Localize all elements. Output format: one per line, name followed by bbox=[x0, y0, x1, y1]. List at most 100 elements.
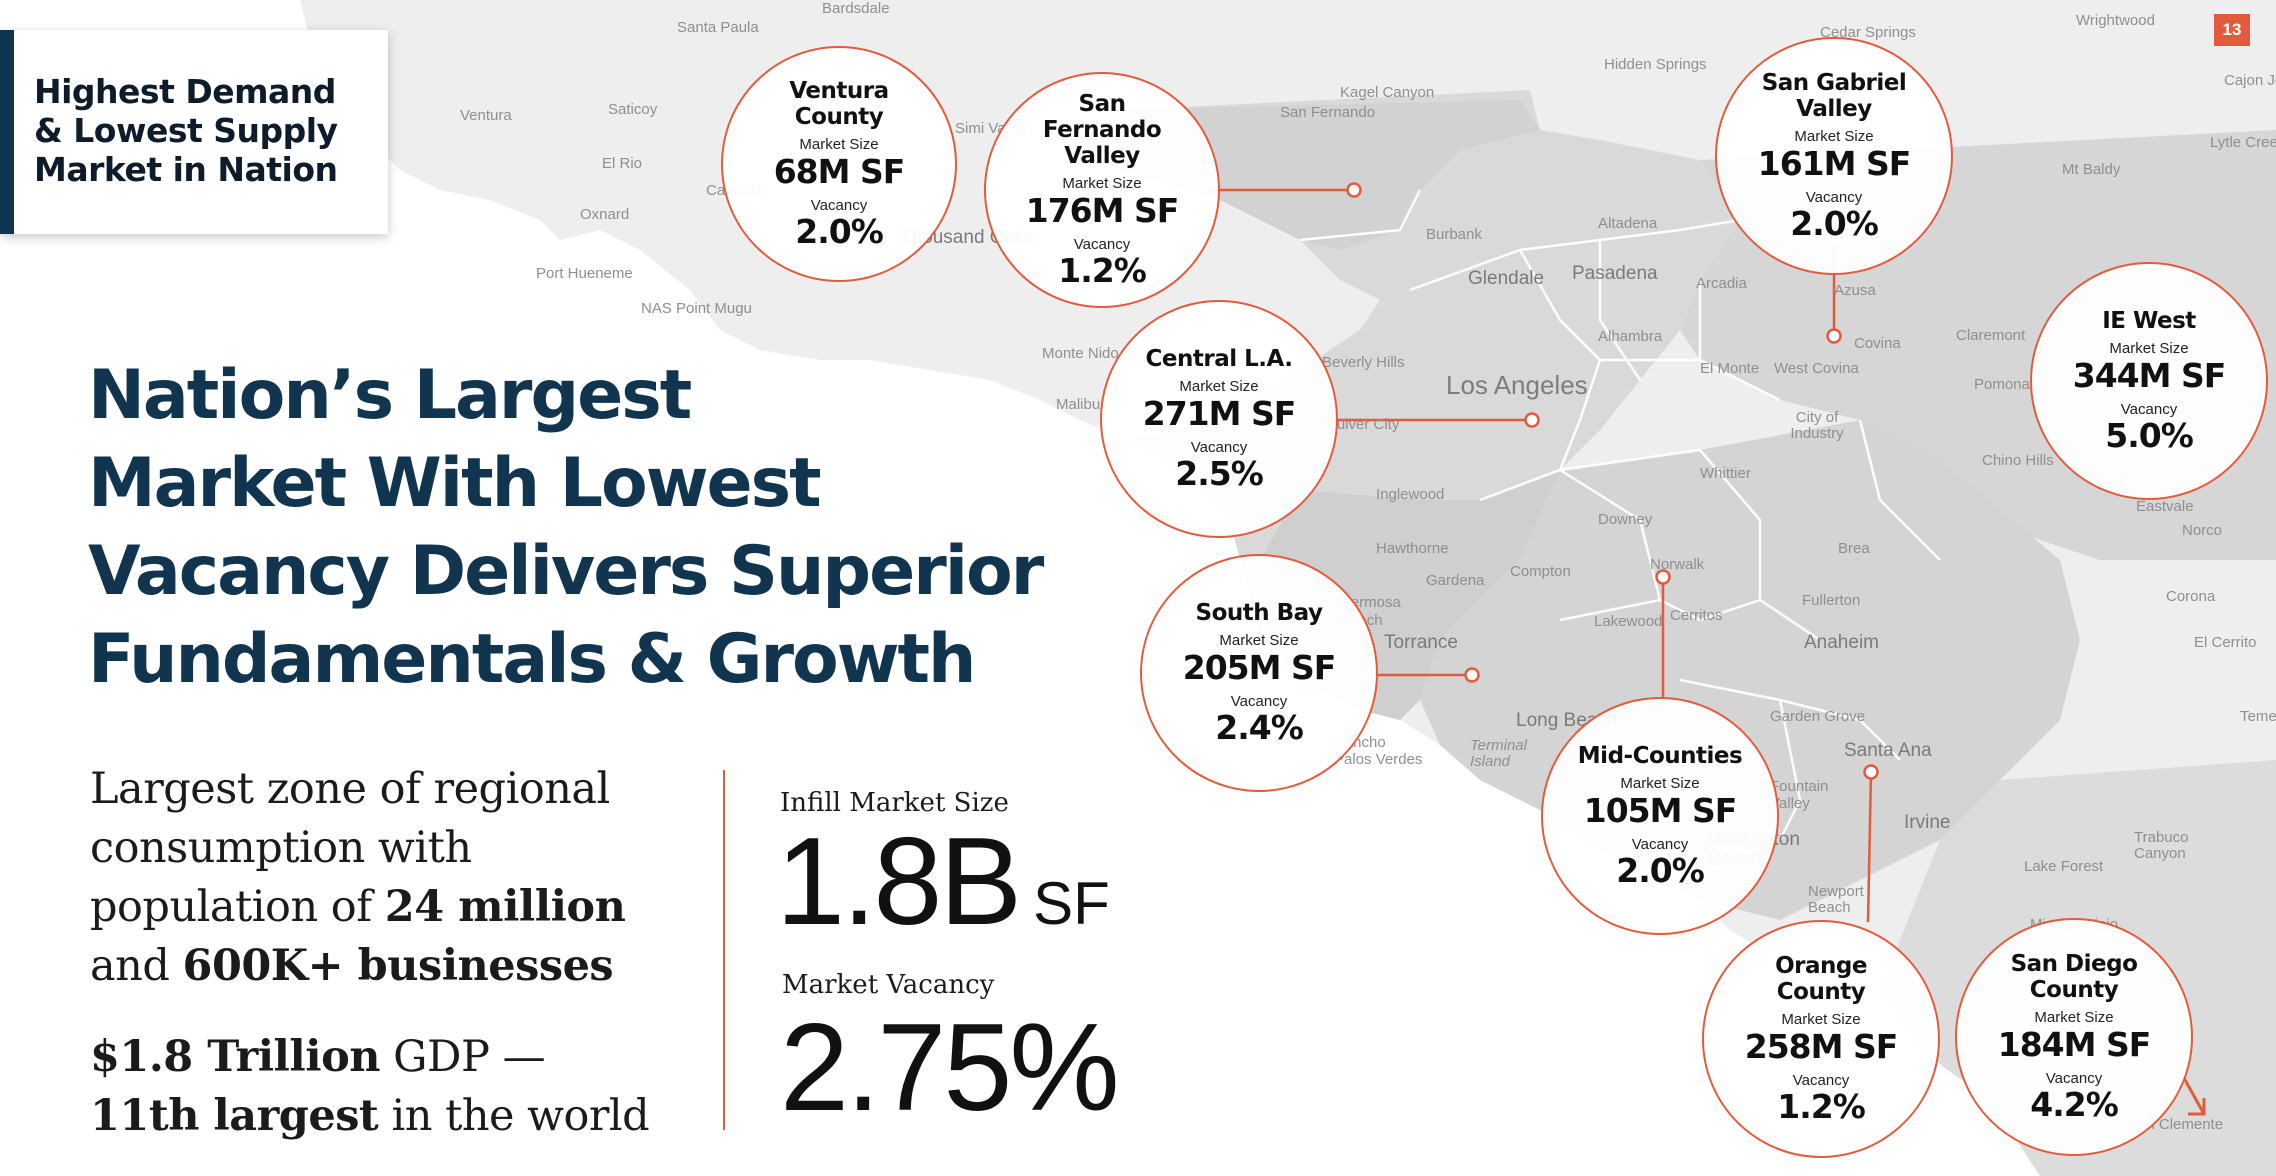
map-label: Wrightwood bbox=[2076, 12, 2155, 29]
map-label: Fullerton bbox=[1802, 592, 1861, 609]
body-text: GDP — bbox=[380, 1032, 546, 1082]
market-size-label: Market Size bbox=[2034, 1009, 2114, 1026]
submarket-vacancy: 2.4% bbox=[1215, 708, 1304, 747]
submarket-vacancy: 2.0% bbox=[1616, 851, 1705, 890]
map-label: El Rio bbox=[602, 155, 643, 172]
gdp-value: $1.8 Trillion bbox=[90, 1032, 381, 1082]
headline-line: Fundamentals & Growth bbox=[88, 620, 976, 699]
submarket-name: South Bay bbox=[1195, 600, 1323, 626]
submarket-san-fernando-valley: San Fernando Valley Market Size 176M SF … bbox=[984, 72, 1220, 308]
map-label: Garden Grove bbox=[1770, 708, 1866, 725]
market-size-label: Market Size bbox=[1794, 128, 1874, 145]
map-label: El Cerrito bbox=[2194, 634, 2257, 651]
map-label: Hidden Springs bbox=[1604, 56, 1707, 73]
market-vacancy-value: 2.75% bbox=[780, 999, 1120, 1137]
body-line: $1.8 Trillion GDP — bbox=[90, 1028, 649, 1087]
vacancy-label: Vacancy bbox=[2045, 1070, 2103, 1087]
map-label: Newport Beach bbox=[1808, 883, 1864, 916]
submarket-vacancy: 2.0% bbox=[795, 212, 884, 251]
submarket-orange-county: Orange County Market Size 258M SF Vacanc… bbox=[1702, 920, 1940, 1158]
submarket-name: San Diego County bbox=[2010, 951, 2138, 1003]
map-label: Santa Paula bbox=[677, 19, 759, 36]
headline-line: Market With Lowest bbox=[88, 444, 822, 523]
submarket-san-diego-county: San Diego County Market Size 184M SF Vac… bbox=[1955, 918, 2193, 1156]
map-label: Cedar Springs bbox=[1820, 24, 1916, 41]
callout-line: & Lowest Supply bbox=[34, 111, 338, 150]
map-label: Downey bbox=[1598, 511, 1653, 528]
submarket-name: Central L.A. bbox=[1145, 346, 1293, 372]
submarket-size: 105M SF bbox=[1583, 791, 1738, 830]
san-fernando-shape bbox=[1120, 100, 1540, 250]
map-label: West Covina bbox=[1774, 360, 1859, 377]
submarket-name: San Gabriel Valley bbox=[1761, 70, 1907, 122]
market-size-label: Market Size bbox=[799, 136, 879, 153]
map-label: Culver City bbox=[1326, 416, 1400, 433]
map-label: Altadena bbox=[1598, 215, 1658, 232]
market-size-number: 1.8B bbox=[776, 813, 1022, 951]
map-label: Norwalk bbox=[1650, 556, 1705, 573]
map-label: Eastvale bbox=[2136, 498, 2194, 515]
vacancy-label: Vacancy bbox=[1073, 236, 1131, 253]
map-label: Fountain Valley bbox=[1770, 778, 1829, 812]
map-label: Beverly Hills bbox=[1322, 354, 1405, 371]
submarket-name: Orange County bbox=[1775, 953, 1867, 1005]
map-label: Cerritos bbox=[1670, 607, 1723, 624]
map-label: Pomona bbox=[1974, 376, 2030, 393]
map-label: Corona bbox=[2166, 588, 2216, 605]
gdp-paragraph: $1.8 Trillion GDP — 11th largest in the … bbox=[90, 1028, 650, 1146]
map-label: Terminal Island bbox=[1470, 737, 1527, 770]
submarket-central-la: Central L.A. Market Size 271M SF Vacancy… bbox=[1100, 300, 1338, 538]
map-label: Glendale bbox=[1468, 268, 1545, 289]
submarket-size: 176M SF bbox=[1025, 191, 1180, 230]
map-label: Gardena bbox=[1426, 572, 1485, 589]
submarket-vacancy: 2.0% bbox=[1790, 204, 1879, 243]
map-label: Azusa bbox=[1834, 282, 1876, 299]
south-arrow bbox=[2182, 1077, 2206, 1116]
submarket-vacancy: 1.2% bbox=[1777, 1087, 1866, 1126]
page-headline: Nation’s Largest Market With Lowest Vaca… bbox=[88, 352, 1044, 704]
page-number-badge: 13 bbox=[2214, 14, 2250, 46]
callout-line: Highest Demand bbox=[34, 72, 336, 111]
map-label: Port Hueneme bbox=[536, 265, 633, 282]
submarket-size: 271M SF bbox=[1142, 394, 1297, 433]
headline-line: Vacancy Delivers Superior bbox=[88, 532, 1044, 611]
map-label: Inglewood bbox=[1376, 486, 1445, 503]
map-label: Monte Nido bbox=[1042, 345, 1119, 362]
body-line: 11th largest in the world bbox=[90, 1087, 650, 1146]
map-label: Brea bbox=[1838, 540, 1870, 557]
map-label: Hawthorne bbox=[1376, 540, 1449, 557]
map-label: Irvine bbox=[1904, 812, 1951, 833]
vacancy-label: Vacancy bbox=[1190, 439, 1248, 456]
body-text: in the world bbox=[378, 1091, 650, 1141]
submarket-name: Mid-Counties bbox=[1577, 743, 1743, 769]
map-label: Norco bbox=[2182, 522, 2223, 539]
submarket-vacancy: 2.5% bbox=[1175, 454, 1264, 493]
map-label: Whittier bbox=[1700, 465, 1751, 482]
map-label: San Fernando bbox=[1280, 104, 1376, 121]
market-size-label: Market Size bbox=[2109, 340, 2189, 357]
gdp-rank: 11th largest bbox=[90, 1091, 379, 1141]
vacancy-label: Vacancy bbox=[1230, 693, 1288, 710]
body-text: population of bbox=[90, 882, 385, 932]
submarket-vacancy: 4.2% bbox=[2030, 1085, 2119, 1124]
submarket-name: IE West bbox=[2102, 308, 2196, 334]
vacancy-label: Vacancy bbox=[1631, 836, 1689, 853]
map-label: Oxnard bbox=[580, 206, 630, 223]
submarket-size: 184M SF bbox=[1997, 1025, 2152, 1064]
callout-line: Market in Nation bbox=[34, 150, 338, 189]
market-size-label: Market Size bbox=[1179, 378, 1259, 395]
map-label: Trabuco Canyon bbox=[2134, 829, 2189, 862]
map-label: Compton bbox=[1510, 563, 1571, 580]
map-label: NAS Point Mugu bbox=[641, 300, 752, 317]
market-size-label: Market Size bbox=[1219, 632, 1299, 649]
market-size-label: Market Size bbox=[1781, 1011, 1861, 1028]
body-line: population of 24 million bbox=[90, 878, 626, 937]
vacancy-label: Vacancy bbox=[810, 197, 868, 214]
submarket-size: 68M SF bbox=[773, 152, 906, 191]
submarket-size: 205M SF bbox=[1182, 648, 1337, 687]
consumption-paragraph: Largest zone of regional consumption wit… bbox=[90, 760, 626, 996]
population-value: 24 million bbox=[384, 882, 626, 932]
market-size-unit: SF bbox=[1033, 870, 1110, 937]
map-label: Kagel Canyon bbox=[1340, 84, 1435, 101]
map-label: Alhambra bbox=[1598, 328, 1663, 345]
